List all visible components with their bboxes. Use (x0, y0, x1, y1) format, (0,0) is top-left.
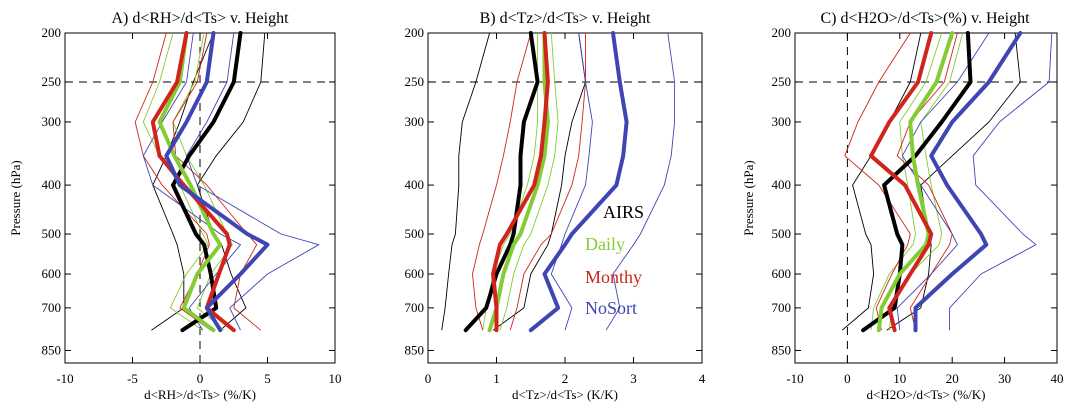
panel-b-ytick-label: 400 (405, 177, 425, 192)
panel-b-xlabel: d<Tz>/d<Ts> (K/K) (512, 387, 618, 402)
panel-a-daily-line (157, 31, 223, 333)
panel-a-nosort-bound-high (186, 32, 320, 331)
panel-b-ytick-label: 200 (405, 25, 425, 40)
panel-c-xtick-label: 20 (946, 371, 959, 386)
panel-c-xlabel: d<H2O>/d<Ts> (%/K) (866, 387, 985, 402)
panel-c-daily-bound-low (870, 32, 943, 331)
panel-c-frame (794, 32, 1058, 364)
legend-monthy: Monthy (585, 267, 642, 287)
panel-c-airs-bound-low (841, 32, 922, 331)
panel-c-ytick-label: 200 (772, 25, 792, 40)
legend-daily: Daily (585, 234, 625, 254)
panel-a-xtick-label: 0 (197, 371, 204, 386)
panel-a: A) d<RH>/d<Ts> v. Height d<RH>/d<Ts> (%/… (8, 10, 342, 402)
panel-a-daily-bound-low (142, 32, 209, 331)
panel-b-title: B) d<Tz>/d<Ts> v. Height (480, 10, 651, 27)
panel-b-ytick-label: 700 (405, 300, 425, 315)
panel-b-xtick-label: 2 (562, 371, 569, 386)
panel-b-nosort-line (528, 31, 629, 333)
panel-b-frame (427, 32, 703, 364)
panel-c-ytick-label: 300 (772, 114, 792, 129)
legend-nosort: NoSort (585, 298, 637, 318)
panel-a-monthy-bound-high (172, 32, 262, 331)
panel-a-airs-bound-low (151, 32, 214, 331)
panel-a-ytick-label: 400 (42, 177, 62, 192)
panel-b-ytick-label: 500 (405, 226, 425, 241)
panel-c-monthy-bound-low (844, 32, 911, 331)
panel-a-ytick-label: 250 (42, 74, 62, 89)
panel-a-monthy-line (150, 31, 236, 333)
panel-a-ytick-label: 200 (42, 25, 62, 40)
panel-a-xlabel: d<RH>/d<Ts> (%/K) (144, 387, 256, 402)
panel-a-xtick-label: 5 (264, 371, 271, 386)
panel-b-airs-bound-high (492, 32, 586, 331)
panel-a-ytick-label: 500 (42, 226, 62, 241)
panel-c-xtick-label: 0 (844, 371, 851, 386)
panel-b-airs-bound-low (441, 32, 491, 331)
panel-c-nosort-bound-low (896, 32, 990, 331)
panel-c-ylabel: Pressure (hPa) (741, 160, 756, 235)
panel-c-ytick-label: 400 (772, 177, 792, 192)
panel-c-monthy-line (869, 31, 934, 333)
panel-b-monthy-bound-low (472, 32, 532, 331)
panel-b-monthy-bound-high (509, 33, 586, 331)
panel-c-ytick-label: 700 (772, 300, 792, 315)
panel-c-ytick-label: 600 (772, 266, 792, 281)
panel-a-nosort-line (164, 31, 270, 333)
panel-b-monthy-line (491, 31, 550, 333)
panel-a-ytick-label: 700 (42, 300, 62, 315)
panel-c-nosort-line (913, 31, 1023, 333)
panel-b-xtick-label: 1 (493, 371, 500, 386)
panel-a-title: A) d<RH>/d<Ts> v. Height (111, 10, 289, 27)
panel-b-nosort-bound-high (605, 32, 676, 331)
panel-c-title: C) d<H2O>/d<Ts>(%) v. Height (820, 10, 1030, 27)
panel-c-ytick-label: 250 (772, 74, 792, 89)
panel-b-xtick-label: 3 (630, 371, 637, 386)
panel-c-daily-line (876, 31, 955, 333)
panel-b-ytick-label: 250 (405, 74, 425, 89)
panel-b-xtick-label: 4 (699, 371, 706, 386)
panel-a-ytick-label: 850 (42, 342, 62, 357)
panel-a-ylabel: Pressure (hPa) (8, 160, 23, 235)
panel-a-xtick-label: -10 (56, 371, 73, 386)
panel-c-airs-line (861, 31, 973, 333)
panel-a-xtick-label: -5 (127, 371, 138, 386)
panel-c-xtick-label: 10 (893, 371, 906, 386)
legend: AIRS Daily Monthy NoSort (585, 202, 644, 318)
panel-c-ytick-label: 500 (772, 226, 792, 241)
panel-b-airs-line (463, 31, 540, 333)
legend-airs: AIRS (603, 202, 644, 222)
panel-c-xtick-label: 40 (1051, 371, 1064, 386)
panel-c: C) d<H2O>/d<Ts>(%) v. Height d<H2O>/d<Ts… (741, 10, 1064, 402)
panel-b-xtick-label: 0 (425, 371, 432, 386)
panel-b-ytick-label: 850 (405, 342, 425, 357)
panel-b-ytick-label: 300 (405, 114, 425, 129)
panel-a-xtick-label: 10 (329, 371, 342, 386)
panel-b-ytick-label: 600 (405, 266, 425, 281)
panel-c-xtick-label: 30 (998, 371, 1011, 386)
panel-c-nosort-bound-high (949, 32, 1053, 331)
panel-b-daily-bound-high (499, 32, 559, 331)
panel-c-ytick-label: 850 (772, 342, 792, 357)
panel-b-nosort-bound-low (550, 32, 593, 331)
panel-b: B) d<Tz>/d<Ts> v. Height d<Tz>/d<Ts> (K/… (405, 10, 706, 402)
panel-c-xtick-label: -10 (786, 371, 803, 386)
panel-c-monthy-bound-high (896, 32, 958, 331)
panel-a-ytick-label: 600 (42, 266, 62, 281)
panel-a-ytick-label: 300 (42, 114, 62, 129)
